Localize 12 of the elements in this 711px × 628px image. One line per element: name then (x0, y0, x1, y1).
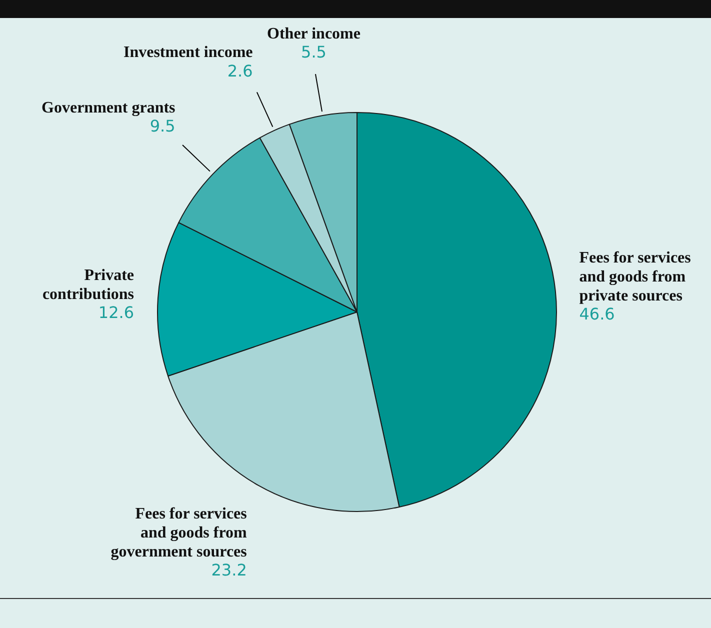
data-label: 23.2 (211, 560, 247, 580)
data-label: 12.6 (98, 303, 134, 322)
data-label: 46.6 (579, 304, 615, 324)
slice-label: Investment income (123, 44, 253, 62)
slice-label: Fees for services and goods from government sources (110, 506, 248, 561)
slice-label: Government grants (42, 99, 176, 116)
data-label: 2.6 (227, 61, 253, 80)
slice-label: Fees for services and goods from private sources (579, 249, 691, 304)
data-label: 9.5 (150, 116, 176, 136)
data-label: 5.5 (301, 42, 326, 62)
slice-label: Other income (267, 25, 360, 42)
slice-label: Private contributions (42, 267, 134, 304)
